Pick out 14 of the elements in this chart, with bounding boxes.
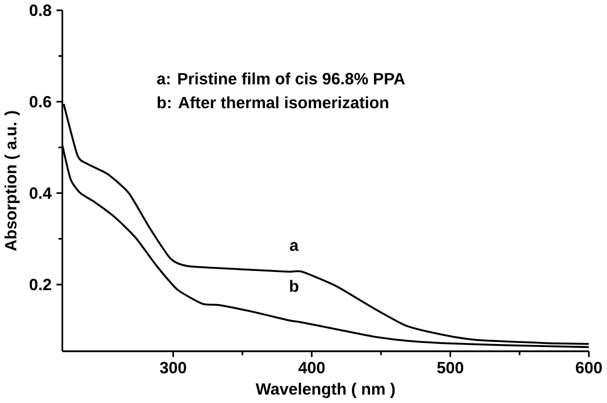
annotation: b: After thermal isomerization [158,96,388,109]
annotation: b [290,280,298,292]
x-tick-label: 600 [576,362,602,374]
y-tick-label: 0.6 [30,96,52,108]
y-tick-label: 0.4 [30,188,52,200]
y-tick-label: 0.8 [30,4,52,16]
x-tick-label: 500 [437,362,464,374]
x-tick-label: 300 [160,362,186,374]
y-axis-title: Absorption ( a.u. ) [4,111,20,252]
y-tick-label: 0.2 [30,278,52,290]
annotation: a [290,242,299,252]
annotation: a: Pristine film of cis 96.8% PPA [157,72,405,85]
x-tick-label: 400 [298,362,325,374]
x-axis-title: Wavelength ( nm ) [256,382,395,398]
